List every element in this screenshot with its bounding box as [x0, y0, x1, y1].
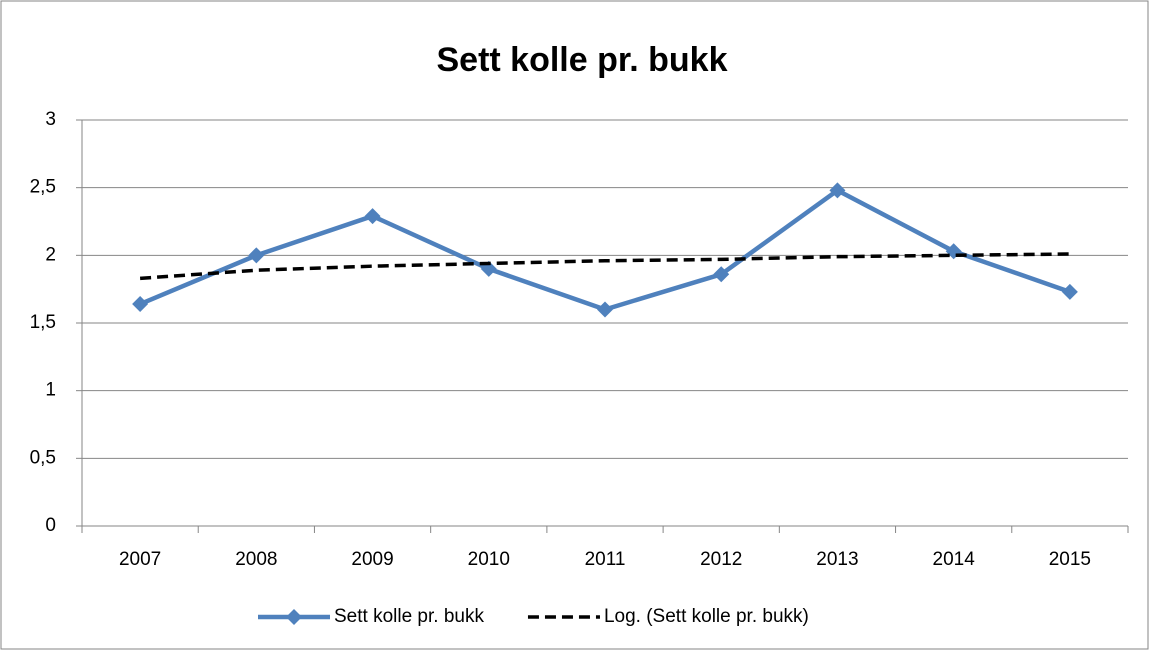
y-tick-label: 0: [45, 515, 56, 536]
trend-line: [139, 252, 1070, 281]
y-tick-label: 3: [45, 109, 56, 130]
x-tick-label: 2011: [585, 549, 626, 570]
y-tick-label: 0,5: [30, 447, 56, 468]
x-tick-label: 2013: [816, 549, 858, 570]
y-tick-label: 2: [45, 244, 56, 265]
x-tick-label: 2007: [119, 549, 161, 570]
data-point: [713, 266, 730, 283]
legend-label: Log. (Sett kolle pr. bukk): [604, 606, 809, 627]
x-tick-label: 2014: [933, 549, 976, 570]
data-point: [248, 247, 265, 264]
y-tick-label: 2,5: [30, 177, 56, 198]
x-tick-label: 2010: [468, 549, 510, 570]
data-point: [945, 243, 962, 260]
data-point: [364, 208, 381, 225]
x-tick-label: 2015: [1049, 549, 1091, 570]
y-tick-label: 1: [45, 380, 56, 401]
x-tick-label: 2008: [235, 549, 277, 570]
data-point: [1061, 283, 1078, 300]
y-tick-label: 1,5: [30, 312, 56, 333]
data-point: [132, 296, 149, 313]
data-point: [597, 301, 613, 318]
legend-marker: [286, 609, 302, 625]
chart-title: Sett kolle pr. bukk: [437, 41, 728, 79]
x-tick-label: 2009: [351, 549, 393, 570]
legend-label: Sett kolle pr. bukk: [334, 606, 484, 627]
x-tick-label: 2012: [700, 549, 742, 570]
data-point: [829, 182, 846, 199]
